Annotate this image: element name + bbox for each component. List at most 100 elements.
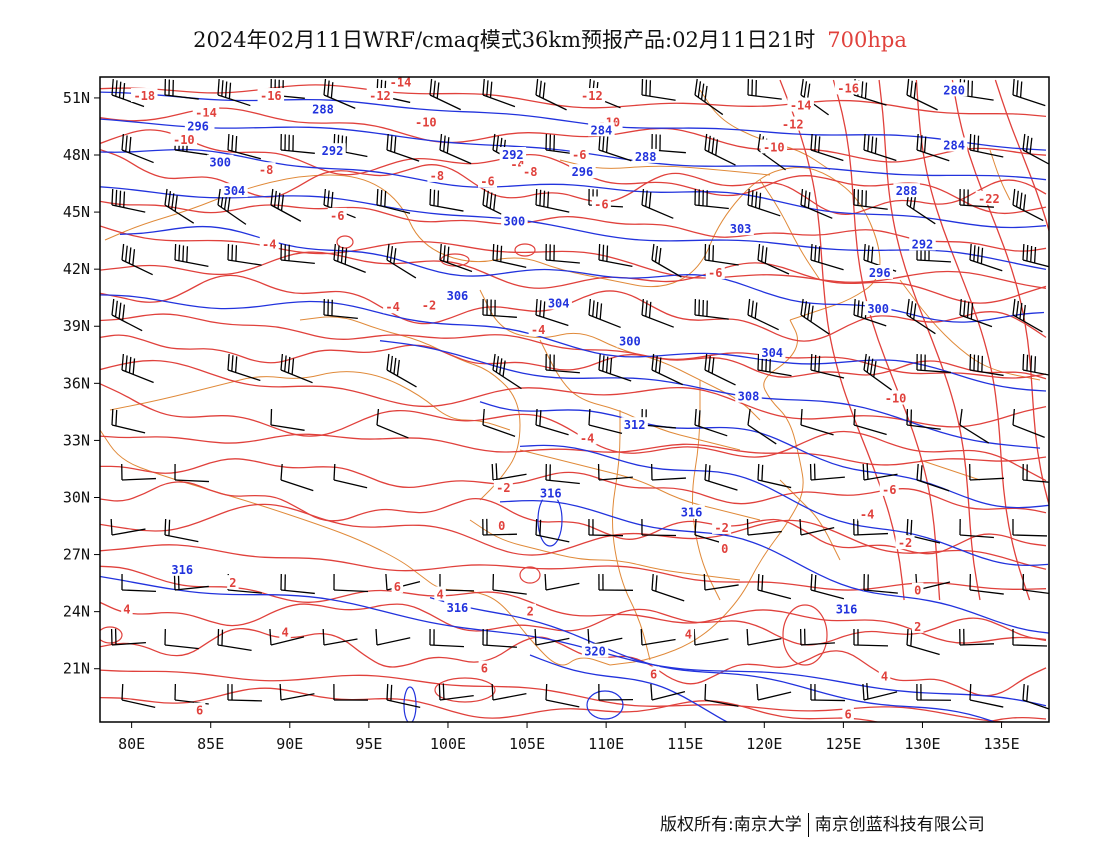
label-halo — [257, 88, 285, 103]
height-contour-line — [479, 401, 1049, 509]
wind-barb — [323, 298, 358, 320]
wind-barb — [227, 353, 261, 382]
wind-barb — [482, 628, 517, 648]
label-halo — [833, 601, 860, 616]
label-halo — [632, 148, 659, 163]
label-halo — [193, 702, 206, 717]
wind-barb — [906, 78, 938, 111]
wind-barb — [641, 78, 676, 101]
label-halo — [131, 88, 158, 103]
temperature-contour-line — [100, 627, 1047, 697]
temperature-label: -2 — [496, 481, 510, 495]
wind-barb — [174, 243, 209, 267]
wind-barb — [651, 243, 682, 278]
temperature-contour-line — [100, 129, 1047, 215]
height-label: 303 — [730, 222, 752, 236]
wind-barb — [280, 243, 315, 265]
temperature-label: -4 — [385, 300, 399, 314]
wind-barb — [534, 628, 570, 646]
wind-barb — [693, 628, 729, 646]
boundary-line — [899, 279, 1041, 381]
wind-barb — [376, 188, 411, 214]
height-label: 300 — [867, 302, 889, 316]
temperature-label: -10 — [415, 116, 437, 130]
wind-barb — [1022, 353, 1049, 376]
label-halo — [719, 540, 731, 555]
wind-barb — [535, 298, 569, 327]
label-halo — [412, 114, 440, 129]
wind-barb — [747, 78, 782, 100]
temperature-labels: -18-16-14-12-10-8-6-4-6-8-6-4-2-4-4-4-20… — [121, 77, 1003, 721]
wind-barb — [375, 628, 411, 646]
temperature-contour-loop — [434, 677, 496, 703]
wind-barb — [704, 683, 739, 707]
temperature-label: -2 — [898, 536, 912, 550]
temperature-contour-line — [994, 79, 1049, 234]
label-halo — [227, 575, 239, 590]
label-halo — [444, 287, 471, 302]
label-halo — [842, 706, 854, 721]
wind-barb — [853, 518, 888, 536]
label-halo — [499, 147, 527, 162]
wind-barb — [598, 133, 632, 162]
wind-barb — [535, 518, 570, 543]
lon-tick-label: 110E — [588, 735, 624, 753]
temperature-label: -12 — [581, 89, 603, 103]
label-halo — [882, 390, 909, 405]
wind-barb — [640, 628, 676, 646]
wind-barb — [333, 573, 368, 593]
lon-tick-label: 125E — [825, 735, 861, 753]
label-halo — [705, 264, 725, 279]
wind-barb — [121, 463, 156, 481]
boundary-line — [469, 519, 741, 581]
height-label: 296 — [187, 119, 209, 133]
lon-tick-label: 135E — [983, 735, 1019, 753]
temperature-label: 0 — [914, 584, 921, 598]
wind-barb — [269, 628, 305, 646]
temperature-contour-line — [100, 481, 1047, 555]
wind-barb — [111, 298, 143, 332]
wind-barb — [863, 353, 892, 391]
wind-barb — [333, 683, 369, 701]
temperature-label: -4 — [531, 323, 545, 337]
lat-tick-label: 51N — [63, 89, 90, 107]
wind-barb — [544, 573, 580, 591]
wind-barb — [1012, 298, 1043, 333]
temperature-contour-loop — [336, 235, 354, 249]
wind-barb — [491, 683, 527, 701]
label-halo — [879, 481, 899, 496]
temperature-label: -12 — [782, 118, 804, 132]
height-contour-line — [100, 575, 1047, 707]
temperature-contour-line — [100, 433, 1047, 466]
wind-barb — [598, 353, 632, 382]
wind-barb — [641, 188, 674, 219]
wind-barb — [598, 573, 634, 591]
temperature-contour-line — [100, 225, 1047, 290]
lon-tick-label: 100E — [430, 735, 466, 753]
wind-barb — [969, 353, 1004, 377]
temperature-label: -10 — [885, 392, 907, 406]
temperature-label: 2 — [914, 620, 921, 634]
wind-barb — [121, 243, 153, 276]
label-halo — [577, 430, 597, 445]
label-halo — [864, 301, 892, 316]
wind-barb — [810, 353, 845, 379]
wind-barb — [491, 463, 527, 481]
temperature-label: 2 — [229, 576, 236, 590]
lon-tick-label: 90E — [276, 735, 303, 753]
label-halo — [383, 299, 403, 314]
temperature-contour-line — [100, 503, 1047, 570]
label-halo — [327, 207, 347, 222]
wind-barb — [1022, 463, 1049, 483]
wind-barb — [121, 133, 154, 164]
label-halo — [588, 122, 615, 137]
company-name: 南京创蓝科技有限公司 — [814, 815, 985, 835]
label-halo — [787, 97, 814, 112]
height-contour-line — [100, 91, 1047, 151]
height-label: 308 — [738, 390, 760, 404]
label-halo — [911, 618, 924, 633]
wind-barb — [280, 573, 315, 595]
wind-barb — [279, 683, 315, 701]
wind-barb — [756, 683, 792, 701]
